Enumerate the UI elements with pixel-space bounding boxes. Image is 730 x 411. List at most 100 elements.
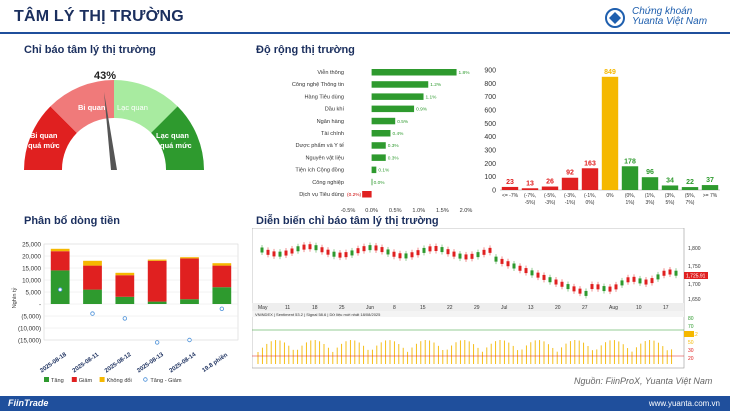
evolution-candle (500, 258, 504, 264)
dist-x-tick: (-1%, (584, 193, 596, 199)
dist-value: 23 (506, 179, 514, 186)
price-tag-label: 1,725.91 (686, 274, 706, 280)
dist-x-tick: <= -7% (502, 193, 519, 199)
flow-net-marker (90, 311, 95, 316)
evolution-candle (440, 247, 444, 253)
dist-bar (581, 168, 599, 190)
flow-bar-segment (147, 301, 167, 304)
dist-y-tick: 900 (484, 68, 496, 75)
flow-bar-segment (147, 260, 167, 302)
evolution-candle (308, 244, 312, 250)
evolution-candle (470, 253, 474, 259)
flow-net-marker (122, 316, 128, 321)
gauge-label-extreme-greed-2: quá mức (160, 141, 192, 150)
evolution-candle (410, 252, 414, 258)
evolution-candle (566, 284, 570, 290)
evolution-candle (368, 245, 372, 251)
dist-x-tick: 0%) (586, 200, 595, 206)
sentiment-gauge: 43% Bi quan quá mức Bi quan Lạc quan Lạc… (24, 70, 204, 170)
sector-label: Dịch vụ Tiêu dùng (299, 192, 344, 198)
flow-bar-segment (147, 259, 167, 261)
dist-y-tick: 500 (484, 121, 496, 128)
evolution-candle (632, 276, 636, 282)
sector-bar (371, 69, 457, 76)
evolution-candles (260, 241, 678, 299)
sector-value: 1.8% (459, 70, 471, 76)
money-flow-chart: 25,000 20,000 15,000 10,000 5,000 - (5,000) (10… (11, 242, 239, 384)
price-tag (684, 272, 708, 279)
indicator-caption: VNINDEX | Sentiment 53.2 | Signal 58.6 |… (255, 312, 381, 317)
evolution-indicator (252, 329, 684, 364)
flow-bar-segment (83, 260, 102, 266)
sector-value: 1.1% (426, 94, 438, 100)
evolution-candle (284, 250, 288, 256)
gauge-label-greed: Lạc quan (117, 103, 148, 112)
dist-bar (561, 177, 579, 190)
evolution-candle (398, 253, 402, 259)
evolution-candle (356, 248, 360, 254)
sector-x-tick: -0.5% (341, 208, 356, 214)
sector-value: 0.4% (392, 131, 404, 137)
evolution-candle (488, 247, 492, 253)
sector-label: Tài chính (321, 131, 344, 137)
flow-y-tick: 25,000 (22, 242, 41, 249)
evolution-candle (512, 263, 516, 269)
indicator-tick: 20 (688, 356, 694, 362)
breadth-title: Độ rộng thị trường (256, 44, 355, 56)
evolution-candle (668, 269, 672, 275)
flow-y-tick: 5,000 (26, 290, 42, 297)
evolution-month-label: 8 (393, 305, 396, 311)
evolution-candle (350, 250, 354, 256)
evolution-candle (428, 246, 432, 252)
evolution-candle (404, 253, 408, 259)
evolution-candle (344, 252, 348, 258)
evolution-candle (536, 272, 540, 278)
evolution-candle (446, 249, 450, 255)
indicator-tick: 70 (688, 324, 694, 330)
dist-x-tick: 5%) (666, 200, 675, 206)
evolution-candle (548, 277, 552, 283)
flow-bar-segment (212, 263, 232, 266)
evolution-candle (518, 265, 522, 271)
evolution-month-label: 25 (339, 305, 345, 311)
dist-y-tick: 800 (484, 81, 496, 88)
flow-net-marker (219, 306, 225, 311)
dist-bar (621, 166, 639, 190)
sector-bar (371, 166, 377, 174)
dist-x-tick: -3%) (545, 200, 556, 206)
flow-legend-marker (143, 377, 148, 382)
sector-bar (371, 117, 396, 125)
gauge-segment-extreme-fear (24, 106, 77, 170)
evolution-month-label: 15 (420, 305, 426, 311)
evolution-candle (296, 246, 300, 252)
evolution-month-label: May (258, 305, 268, 311)
gauge-label-extreme-fear-1: Bi quan (30, 131, 58, 140)
footer-website-link[interactable]: www.yuanta.com.vn (648, 399, 720, 408)
yuanta-logo-icon (605, 8, 625, 28)
evolution-candle (422, 247, 426, 253)
flow-bar-segment (180, 257, 199, 259)
evolution-candle (674, 270, 678, 276)
indicator-caption-bar (252, 311, 684, 317)
dist-bar (701, 185, 719, 190)
evolution-month-label: Aug (609, 305, 618, 311)
sector-label: Dầu khí (325, 107, 345, 113)
dist-value: 92 (566, 170, 574, 177)
logo-line2: Yuanta Việt Nam (632, 16, 708, 27)
flow-x-tick: 2025-08-13 (136, 352, 165, 375)
flow-y-tick: 15,000 (22, 266, 41, 273)
evolution-candle (434, 246, 438, 252)
dist-y-tick: 700 (484, 94, 496, 101)
dist-bar (521, 188, 539, 190)
sector-x-tick: 0.5% (389, 208, 402, 214)
gauge-segment-greed (114, 80, 178, 133)
evolution-candle (302, 244, 306, 250)
evolution-candle (266, 249, 270, 255)
flow-bar-segment (115, 275, 135, 297)
flow-bar-segment (180, 258, 199, 300)
flow-x-tick: 2025-08-11 (72, 352, 101, 375)
gauge-value: 43% (94, 70, 116, 82)
flow-net-marker (57, 287, 63, 292)
flow-y-tick: (5,000) (21, 314, 41, 321)
flow-net-marker (187, 337, 192, 343)
